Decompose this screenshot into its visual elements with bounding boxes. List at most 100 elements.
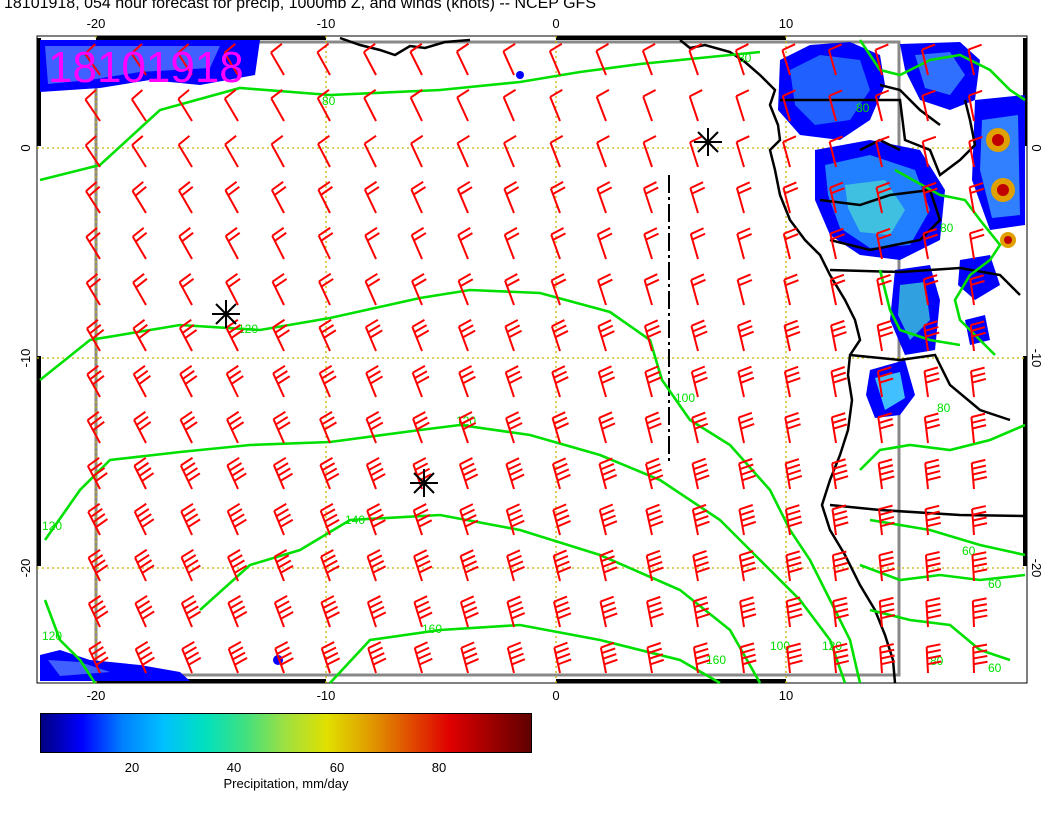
wind-barb — [596, 135, 610, 168]
wind-barb — [226, 456, 247, 490]
wind-barb — [829, 273, 846, 306]
wind-barb — [736, 273, 753, 306]
wind-barb — [133, 456, 155, 490]
wind-barb — [689, 227, 706, 260]
wind-barb — [827, 43, 843, 76]
wind-barb — [87, 548, 109, 582]
wind-barb — [412, 503, 433, 536]
wind-barb — [550, 273, 567, 306]
wind-barb — [735, 181, 752, 214]
contour-label: 60 — [988, 661, 1002, 675]
wind-barb — [877, 412, 894, 444]
wind-barb — [180, 594, 202, 628]
wind-barb — [739, 642, 757, 674]
wind-barb — [225, 364, 244, 398]
contour-label: 80 — [856, 101, 870, 115]
wind-barb — [736, 227, 753, 260]
wind-barb — [828, 135, 843, 168]
map-frame — [36, 35, 1028, 684]
wind-barb — [459, 503, 479, 536]
wind-barb — [691, 457, 710, 490]
wind-barb — [644, 365, 662, 398]
wind-barb — [830, 412, 848, 444]
wind-barb — [177, 43, 193, 76]
wind-barb — [181, 640, 202, 674]
wind-barb — [548, 42, 563, 76]
wind-barb — [832, 596, 849, 628]
wind-barb — [970, 458, 988, 490]
wind-barb — [784, 504, 803, 536]
lat-tick-label: -10 — [1029, 349, 1044, 368]
contour-label: 80 — [738, 51, 752, 65]
wind-barb — [226, 502, 247, 536]
wind-barb — [130, 43, 147, 76]
wind-barb — [84, 135, 101, 168]
wind-barb — [878, 504, 895, 536]
wind-barb — [878, 550, 895, 582]
wind-barb — [363, 88, 377, 122]
wind-barb — [645, 549, 664, 582]
wind-barb — [366, 549, 387, 582]
wind-barb — [366, 595, 387, 628]
wind-barb — [504, 273, 520, 306]
wind-barb — [782, 227, 799, 260]
wind-barb — [967, 89, 983, 122]
contour-label: 100 — [770, 639, 790, 653]
wind-barb — [272, 364, 291, 398]
wind-barb — [832, 642, 850, 674]
wind-barb — [132, 319, 151, 352]
top-tick-labels: -20 -10 0 10 — [87, 16, 794, 31]
wind-barb — [691, 503, 710, 536]
wind-barb — [553, 641, 572, 674]
wind-barb — [643, 227, 659, 260]
wind-barb — [502, 42, 516, 76]
wind-barb — [875, 181, 892, 214]
wind-barb — [597, 319, 615, 352]
wind-barb — [783, 273, 799, 306]
contour-label: 80 — [937, 401, 951, 415]
wind-barb — [133, 410, 152, 444]
wind-barb — [970, 412, 987, 444]
wind-barb — [879, 643, 896, 674]
wind-barb — [320, 549, 340, 582]
lon-tick-label: -10 — [317, 16, 336, 31]
wind-barb — [413, 595, 433, 628]
contour-label: 60 — [962, 544, 976, 558]
wind-barb — [971, 551, 988, 582]
wind-barb — [784, 411, 801, 444]
wind-barb — [734, 43, 749, 76]
wind-barb — [457, 273, 474, 306]
wind-barb — [738, 504, 757, 536]
wind-barb — [227, 594, 248, 628]
wind-barb — [362, 42, 377, 76]
wind-barb — [85, 273, 102, 306]
wind-barb — [270, 134, 285, 168]
wind-barb — [225, 272, 241, 306]
wind-barb — [131, 181, 147, 214]
wind-barb — [227, 641, 248, 674]
wind-barb — [224, 135, 239, 168]
wind-barb — [830, 319, 847, 352]
wind-barb — [970, 366, 987, 398]
lon-tick-label: -10 — [317, 688, 336, 703]
wind-barb — [86, 456, 108, 490]
asterisk-marker — [410, 469, 438, 497]
wind-barb — [971, 505, 988, 536]
wind-barb — [503, 134, 517, 168]
wind-barb — [645, 503, 664, 536]
page-title: 18101918, 054 hour forecast for precip, … — [4, 0, 596, 12]
wind-barb — [177, 135, 193, 168]
wind-barb — [737, 365, 755, 398]
lat-tick-label: -10 — [18, 349, 33, 368]
contour-label: 80 — [322, 94, 336, 108]
wind-barb — [968, 228, 985, 260]
wind-barb — [506, 641, 526, 674]
wind-barb — [599, 595, 618, 628]
wind-barb — [179, 410, 198, 444]
wind-barb — [320, 641, 341, 674]
left-tick-labels: 0 -10 -20 — [18, 144, 33, 577]
wind-barb — [552, 549, 572, 582]
wind-barb — [642, 135, 657, 168]
asterisk-markers — [212, 128, 722, 497]
wind-barb — [735, 89, 750, 122]
